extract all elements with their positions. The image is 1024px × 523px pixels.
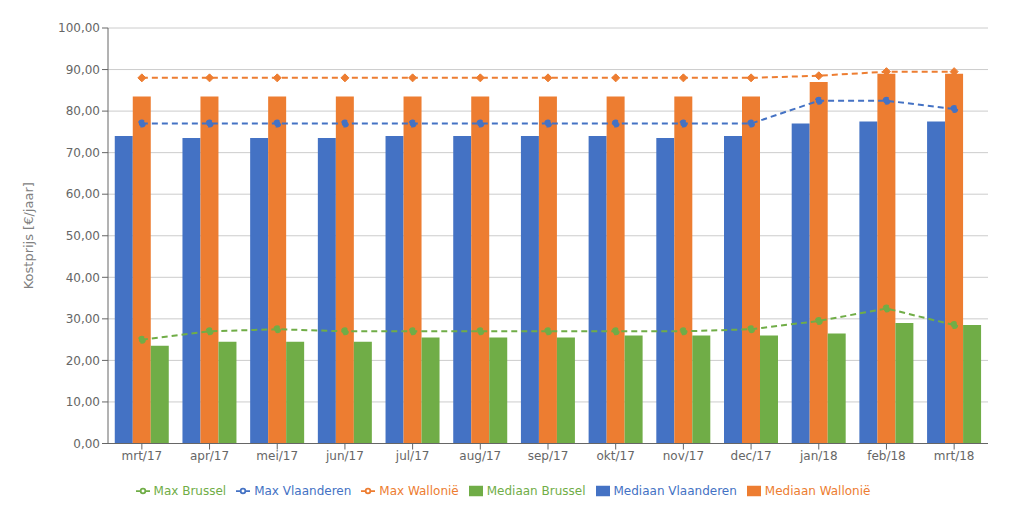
svg-text:dec/17: dec/17 bbox=[731, 449, 772, 463]
svg-text:jan/18: jan/18 bbox=[799, 449, 838, 463]
svg-text:jun/17: jun/17 bbox=[325, 449, 364, 463]
svg-text:mei/17: mei/17 bbox=[256, 449, 298, 463]
svg-text:30,00: 30,00 bbox=[66, 312, 100, 326]
svg-text:aug/17: aug/17 bbox=[459, 449, 501, 463]
svg-text:jul/17: jul/17 bbox=[395, 449, 430, 463]
svg-text:mrt/18: mrt/18 bbox=[934, 449, 975, 463]
svg-text:40,00: 40,00 bbox=[66, 271, 100, 285]
svg-text:100,00: 100,00 bbox=[58, 21, 100, 35]
html-text:Mediaan Vlaanderen: Mediaan Vlaanderen bbox=[613, 483, 737, 498]
svg-text:20,00: 20,00 bbox=[66, 354, 100, 368]
svg-text:60,00: 60,00 bbox=[66, 187, 100, 201]
svg-text:okt/17: okt/17 bbox=[597, 449, 635, 463]
svg-text:Kostprijs [€/jaar]: Kostprijs [€/jaar] bbox=[21, 182, 36, 289]
svg-text:50,00: 50,00 bbox=[66, 229, 100, 243]
html-text:Mediaan Wallonië: Mediaan Wallonië bbox=[764, 483, 871, 498]
html-text:Max Vlaanderen: Max Vlaanderen bbox=[254, 483, 352, 498]
html-text:Mediaan Brussel: Mediaan Brussel bbox=[486, 483, 586, 498]
svg-text:feb/18: feb/18 bbox=[867, 449, 906, 463]
svg-text:80,00: 80,00 bbox=[66, 104, 100, 118]
svg-text:90,00: 90,00 bbox=[66, 63, 100, 77]
svg-text:70,00: 70,00 bbox=[66, 146, 100, 160]
svg-text:0,00: 0,00 bbox=[73, 437, 100, 451]
svg-text:sep/17: sep/17 bbox=[528, 449, 569, 463]
svg-text:apr/17: apr/17 bbox=[190, 449, 229, 463]
svg-text:nov/17: nov/17 bbox=[663, 449, 704, 463]
html-text:Max Brussel: Max Brussel bbox=[153, 483, 227, 498]
svg-text:10,00: 10,00 bbox=[66, 395, 100, 409]
html-text:Max Wallonië: Max Wallonië bbox=[379, 483, 459, 498]
svg-text:mrt/17: mrt/17 bbox=[122, 449, 163, 463]
